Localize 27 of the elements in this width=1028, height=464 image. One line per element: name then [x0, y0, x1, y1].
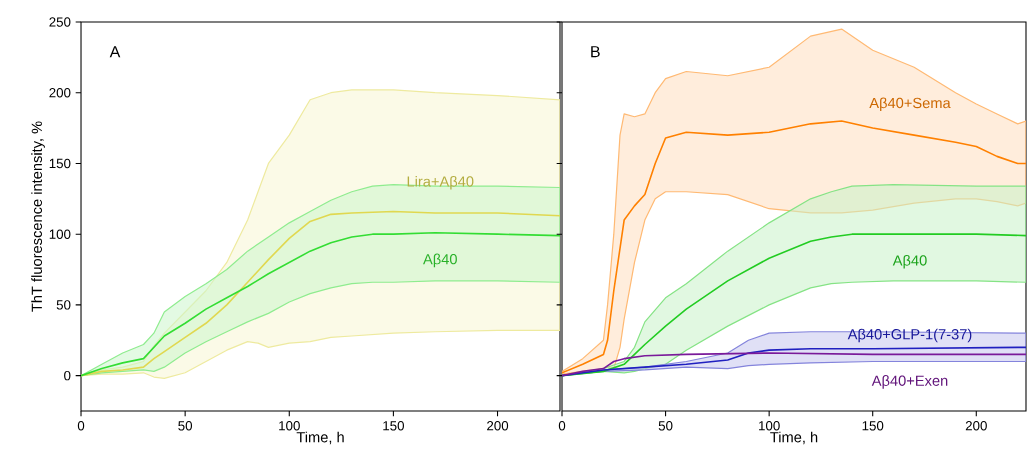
y-tick-label: 100 [49, 229, 71, 239]
x-tick-label: 50 [178, 421, 193, 431]
y-tick-label: 0 [64, 370, 71, 381]
x-axis-title: Time, h [770, 431, 818, 445]
x-tick-label: 0 [558, 421, 566, 431]
x-axis-title: Time, h [296, 431, 344, 445]
x-tick-label: 150 [383, 421, 404, 431]
series-label: Aβ40+GLP-1(7-37) [847, 328, 972, 343]
series-label: Aβ40 [892, 254, 927, 269]
annotation: A [109, 46, 121, 58]
x-tick-label: 200 [965, 421, 987, 431]
y-tick-label: 50 [56, 300, 71, 310]
x-tick-label: 0 [77, 421, 85, 431]
annotation: B [591, 46, 600, 58]
series-label: Lira+Aβ40 [407, 175, 474, 190]
series-label: Aβ40+Sema [869, 97, 951, 112]
x-tick-label: 200 [487, 421, 509, 431]
x-tick-label: 50 [658, 421, 673, 431]
y-tick-label: 200 [49, 88, 71, 98]
x-tick-label: 100 [759, 421, 780, 431]
series-label: Aβ40+Exen [871, 375, 948, 389]
x-tick-label: 100 [279, 421, 300, 431]
y-tick-label: 250 [49, 17, 71, 27]
y-tick-label: 150 [49, 158, 71, 169]
y-axis-title: ThT fluorescence intensity, % [31, 121, 45, 312]
series-label: Aβ40 [423, 253, 457, 268]
x-tick-label: 150 [862, 421, 884, 431]
